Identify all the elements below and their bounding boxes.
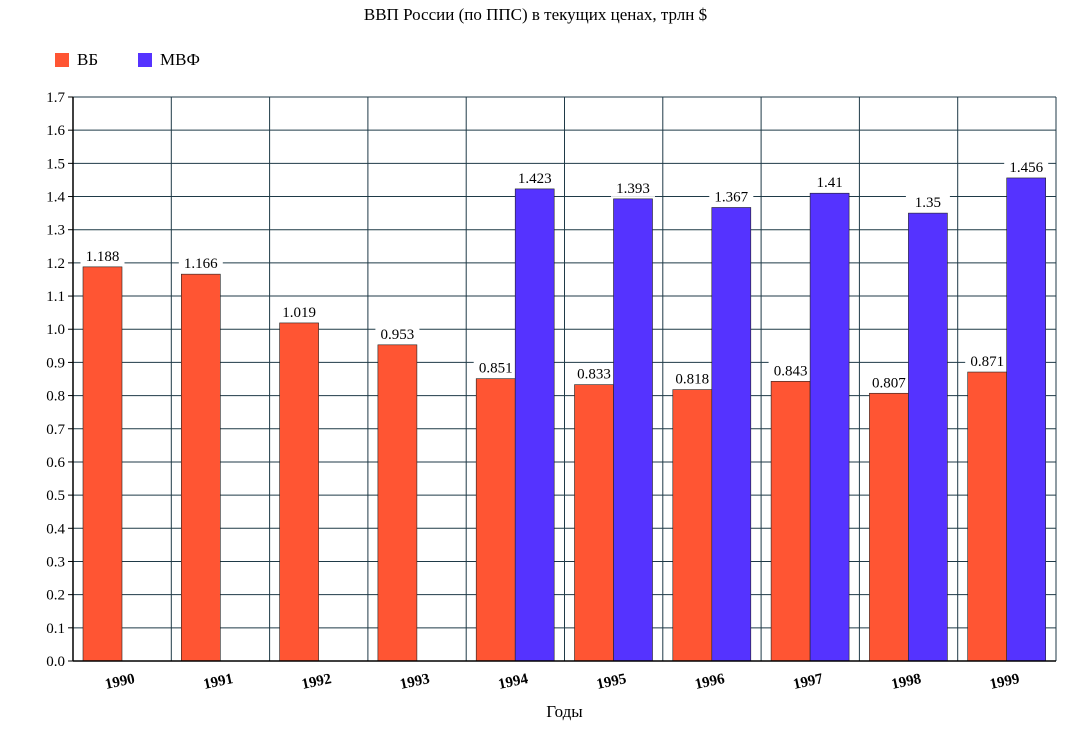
y-tick-label: 0.9 [46,355,65,371]
y-tick-label: 1.1 [46,289,65,305]
y-tick-label: 0.5 [46,488,65,504]
data-label-bg-vb [965,351,1010,371]
x-tick-label: 1995 [595,671,628,693]
bar-vb [574,384,614,662]
y-tick-label: 1.4 [46,190,65,206]
data-label-bg-imf [1004,156,1049,176]
data-label-bg-imf [512,167,557,187]
data-label-bg-imf [807,172,852,192]
data-label-bg-vb [670,368,715,388]
data-label-bg-vb [277,301,322,321]
data-label-vb: 0.871 [970,354,1004,370]
bar-vb [869,392,909,662]
x-tick-label: 1998 [890,671,923,693]
y-tick-label: 0.7 [46,422,65,438]
legend-swatch-imf [138,53,152,67]
y-tick-label: 0.3 [46,554,65,570]
data-label-vb: 0.833 [577,367,611,383]
bar-imf [514,188,555,662]
data-label-bg-vb [572,363,616,383]
y-tick-label: 1.7 [46,90,65,106]
y-tick-label: 0.8 [46,389,65,405]
y-tick-label: 1.6 [46,123,65,139]
bar-vb [279,322,319,662]
y-tick-label: 0.4 [46,521,65,537]
data-label-imf: 1.393 [616,181,650,197]
data-label-bg-vb [178,253,223,273]
data-label-vb: 1.019 [282,305,316,321]
legend-label-vb: ВБ [77,50,99,69]
data-label-imf: 1.35 [915,195,941,211]
y-tick-label: 0.6 [46,455,65,471]
data-label-bg-imf [905,192,950,212]
data-label-vb: 0.953 [381,327,415,343]
data-label-bg-imf [611,177,655,197]
bar-imf [908,212,948,662]
y-tick-label: 1.3 [46,223,65,239]
bar-vb [82,266,123,662]
y-tick-label: 0.0 [46,654,65,670]
y-tick-label: 1.2 [46,256,65,272]
x-tick-label: 1994 [497,671,530,693]
y-tick-label: 0.1 [46,621,65,637]
data-label-imf: 1.423 [518,171,552,187]
data-label-vb: 1.166 [184,256,218,272]
bar-vb [672,389,713,662]
bar-vb [475,378,516,662]
bar-vb [967,371,1008,662]
x-tick-label: 1991 [202,671,235,693]
data-label-vb: 0.843 [774,363,808,379]
x-tick-label: 1999 [988,671,1021,693]
data-label-bg-vb [375,323,420,343]
x-axis-title: Годы [546,702,583,721]
chart-title: ВВП России (по ППС) в текущих ценах, трл… [363,5,708,24]
bar-vb [181,273,221,662]
data-label-bg-imf [709,186,754,206]
y-tick-label: 1.0 [46,322,65,338]
x-tick-label: 1990 [104,671,137,693]
y-tick-label: 1.5 [46,156,65,172]
bar-imf [613,198,653,662]
x-tick-label: 1992 [300,671,333,693]
data-label-imf: 1.41 [816,175,842,191]
data-label-imf: 1.456 [1009,160,1043,176]
data-label-imf: 1.367 [714,189,748,205]
data-label-vb: 1.188 [86,249,120,265]
y-tick-label: 0.2 [46,588,65,604]
data-label-bg-vb [768,360,813,380]
bar-vb [770,381,811,662]
x-tick-label: 1997 [792,671,825,693]
legend-swatch-vb [55,53,69,67]
x-tick-label: 1996 [693,671,726,693]
bar-imf [711,207,752,662]
data-label-vb: 0.818 [675,372,709,388]
legend-label-imf: МВФ [160,50,200,69]
x-tick-label: 1993 [399,671,432,693]
data-label-bg-vb [80,245,125,265]
data-label-vb: 0.851 [479,361,513,377]
bar-vb [377,344,418,662]
data-label-bg-vb [866,372,911,392]
bar-imf [809,192,850,662]
bar-imf [1006,177,1047,662]
data-label-vb: 0.807 [872,375,906,391]
data-label-bg-vb [473,357,518,377]
